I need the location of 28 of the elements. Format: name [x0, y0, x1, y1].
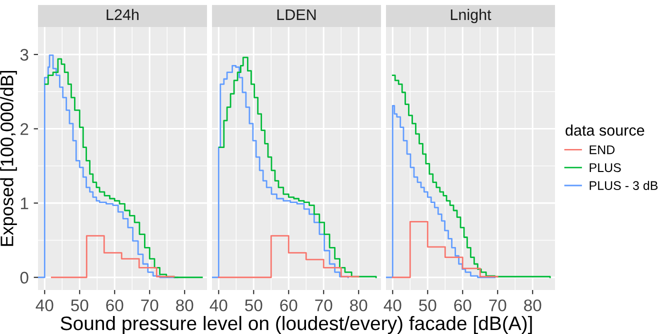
- y-tick-label: 2: [20, 123, 28, 135]
- x-tick-label: 70: [315, 299, 332, 312]
- y-tick-label: 3: [20, 48, 28, 61]
- x-tick-label: 50: [71, 299, 88, 312]
- x-tick-label: 60: [106, 299, 124, 312]
- x-tick-label: 80: [176, 299, 194, 312]
- legend-title: data source: [566, 124, 644, 136]
- legend-label: PLUS - 3 dB: [590, 180, 658, 190]
- x-tick-label: 70: [141, 299, 158, 312]
- x-tick-label: 70: [489, 299, 506, 312]
- chart-title: LDEN: [277, 9, 316, 20]
- x-tick-label: 40: [210, 299, 228, 312]
- y-axis-title: Exposed [100,000/dB]: [0, 70, 17, 246]
- chart-title: L24h: [106, 8, 139, 20]
- x-tick-label: 60: [280, 299, 298, 312]
- x-tick-label: 60: [454, 299, 472, 312]
- y-tick-label: 1: [20, 198, 28, 210]
- x-tick-label: 50: [245, 299, 262, 312]
- x-tick-label: 80: [524, 299, 542, 312]
- x-tick-label: 50: [419, 299, 436, 312]
- x-tick-label: 40: [36, 299, 54, 312]
- x-tick-label: 80: [350, 299, 368, 312]
- x-tick-label: 40: [384, 299, 402, 312]
- legend-label: END: [590, 145, 615, 154]
- x-axis-title: Sound pressure level on (loudest/every) facade [dB(A)]: [60, 316, 532, 334]
- y-tick-label: 0: [20, 272, 28, 284]
- chart-title: Lnight: [450, 8, 492, 24]
- legend-label: PLUS: [590, 163, 621, 172]
